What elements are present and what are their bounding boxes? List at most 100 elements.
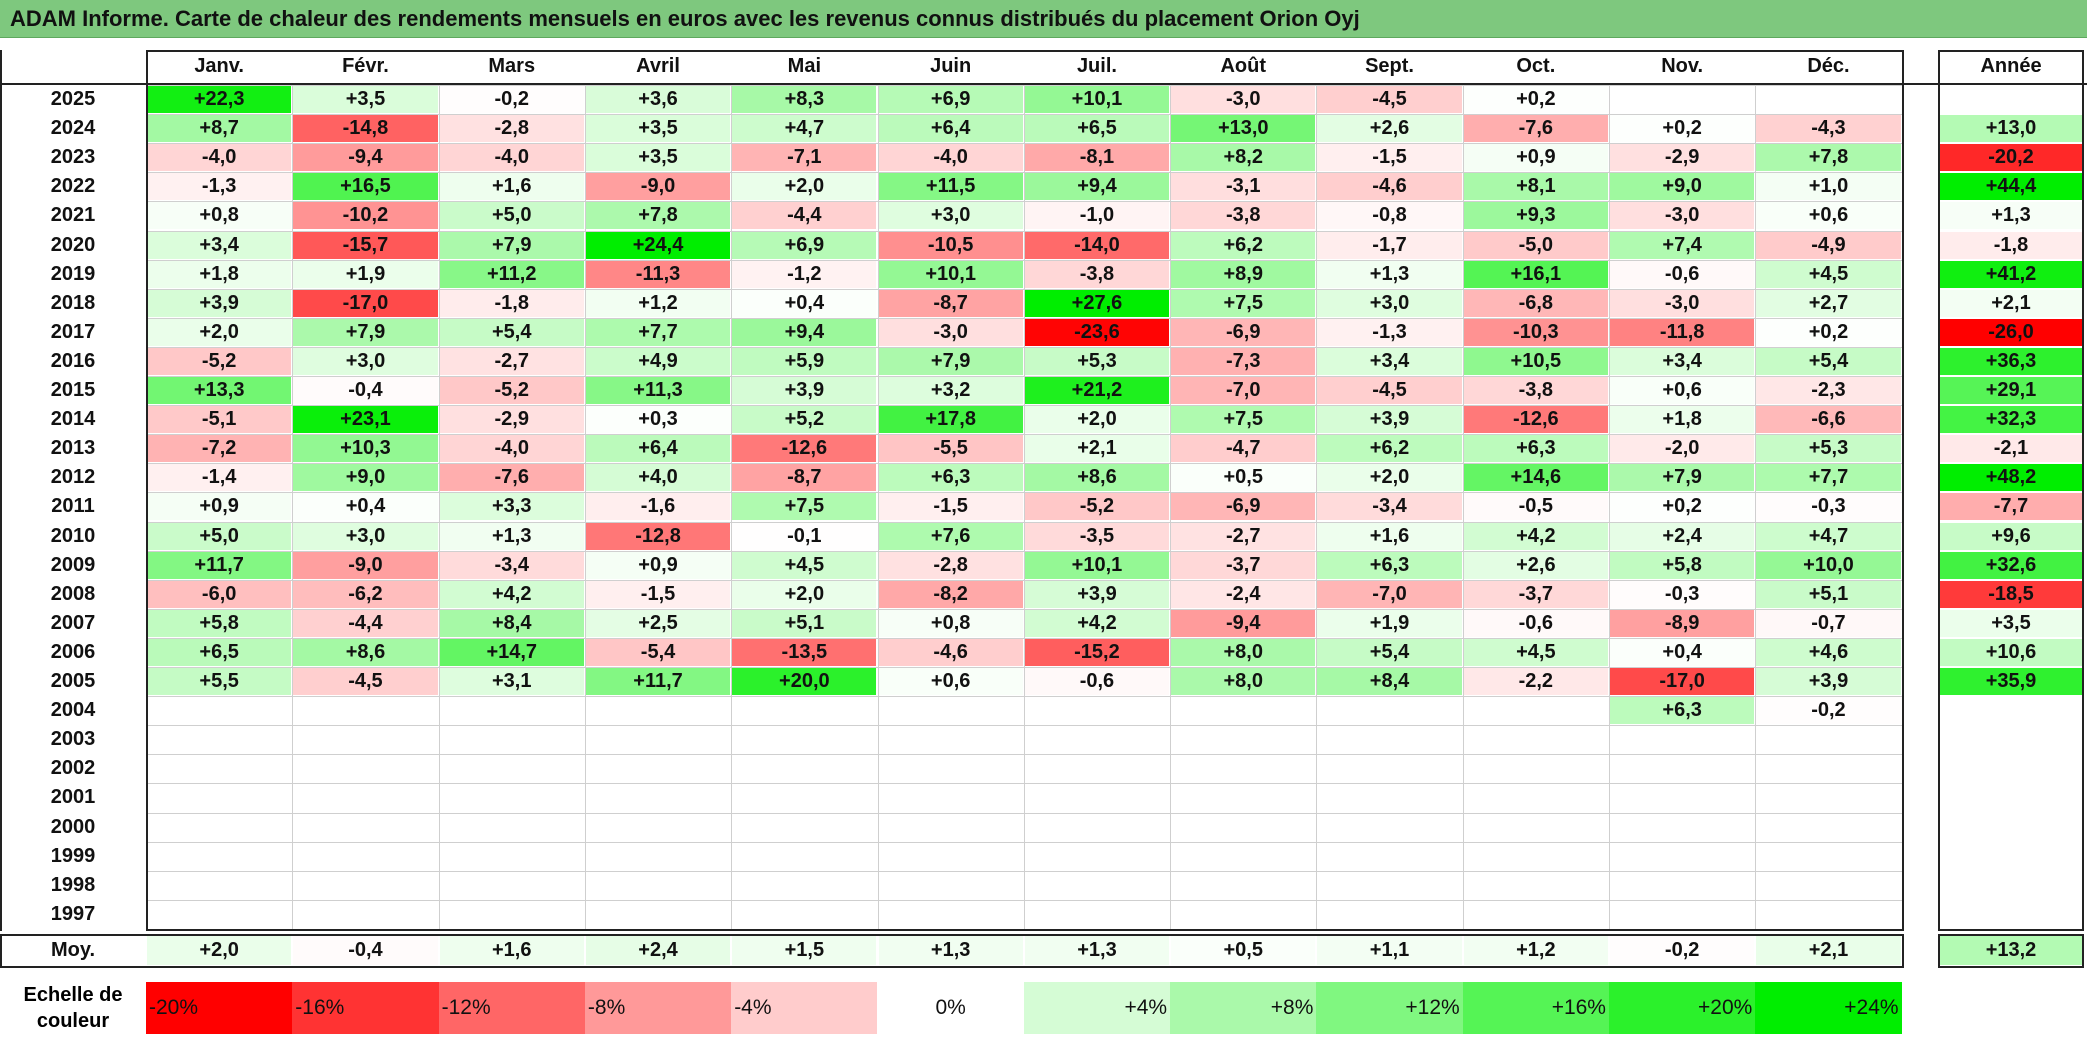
heatmap-cell: +3,2 [878,377,1023,405]
heatmap-cell: -4,6 [1317,173,1462,201]
heatmap-cell: -7,6 [1463,115,1608,143]
month-header: Nov. [1661,55,1704,77]
heatmap-cell: +5,5 [147,668,292,696]
heatmap-cell [1024,900,1170,928]
heatmap-cell [878,842,1023,870]
annual-cell: +1,3 [1939,202,2083,230]
heatmap-cell [1756,871,1901,899]
annual-cell: -1,8 [1939,231,2083,259]
heatmap-cell: -4,0 [878,144,1023,172]
heatmap-cell: +3,1 [439,668,584,696]
heatmap-cell [1024,697,1170,725]
heatmap-cell [1756,813,1901,841]
heatmap-cell: -2,9 [1610,144,1755,172]
month-header: Janv. [194,55,244,77]
heatmap-cell [585,842,731,870]
heatmap-cell: +3,0 [293,522,438,550]
heatmap-cell: +0,5 [1171,464,1316,492]
heatmap-cell: +1,6 [1317,522,1462,550]
heatmap-cell: -7,1 [732,144,877,172]
heatmap-cell: -7,3 [1171,347,1316,375]
heatmap-cell: +11,7 [147,551,292,579]
heatmap-cell [1610,726,1755,754]
year-label: 2000 [50,815,96,838]
heatmap-cell: -11,3 [585,260,731,288]
heatmap-cell: +6,5 [147,638,292,666]
heatmap-cell: -12,6 [732,435,877,463]
heatmap-cell: +0,2 [1463,86,1608,114]
average-cell: +2,1 [1756,935,1901,965]
heatmap-cell [1756,784,1901,812]
heatmap-cell [439,900,584,928]
heatmap-cell: +3,5 [585,144,731,172]
annual-cell [1939,726,2083,754]
heatmap-cell: -4,0 [439,144,584,172]
color-scale-step: +12% [1316,982,1463,1034]
heatmap-cell: -5,4 [585,638,731,666]
annual-cell: -20,2 [1939,144,2083,172]
heatmap-cell: +7,8 [585,202,731,230]
heatmap-cell: -3,4 [439,551,584,579]
heatmap-cell: +0,2 [1610,493,1755,521]
annual-cell: +29,1 [1939,377,2083,405]
heatmap-cell: -4,4 [732,202,877,230]
heatmap-cell [732,697,877,725]
heatmap-cell: +8,6 [293,638,438,666]
heatmap-cell: +0,2 [1756,318,1901,346]
heatmap-cell [147,813,292,841]
annual-cell: +32,3 [1939,406,2083,434]
heatmap-cell [1610,755,1755,783]
heatmap-cell: +0,4 [293,493,438,521]
heatmap-cell: -3,0 [878,318,1023,346]
heatmap-cell: +7,5 [1171,289,1316,317]
color-scale-step: -8% [584,982,732,1034]
annual-cell [1939,86,2083,114]
heatmap-cell: +5,0 [147,522,292,550]
heatmap-cell: -3,0 [1171,86,1316,114]
year-label: 2022 [50,175,96,198]
heatmap-cell: -1,3 [1317,318,1462,346]
annual-cell: +44,4 [1939,173,2083,201]
heatmap-cell: +6,2 [1317,435,1462,463]
heatmap-cell [1610,871,1755,899]
heatmap-cell [147,697,292,725]
heatmap-cell [878,726,1023,754]
heatmap-cell [147,900,292,928]
heatmap-cell: -9,4 [1171,609,1316,637]
heatmap-cell: +4,7 [1756,522,1901,550]
heatmap-cell: -5,0 [1463,231,1608,259]
heatmap-cell: +2,0 [1317,464,1462,492]
heatmap-cell [439,871,584,899]
heatmap-cell: +1,8 [1610,406,1755,434]
heatmap-cell: +2,1 [1024,435,1170,463]
heatmap-cell: -3,1 [1171,173,1316,201]
heatmap-cell [1171,755,1316,783]
average-cell: +2,0 [147,935,292,965]
heatmap-cell: +8,4 [1317,668,1462,696]
heatmap-cell [1171,784,1316,812]
heatmap-cell: -12,8 [585,522,731,550]
average-cell: -0,2 [1610,935,1755,965]
month-header: Févr. [342,55,389,77]
heatmap-cell: -17,0 [1610,668,1755,696]
heatmap-cell [147,842,292,870]
heatmap-cell [293,813,438,841]
average-cell: +1,6 [439,935,584,965]
average-annual-cell: +13,2 [1939,935,2083,965]
heatmap-cell [585,900,731,928]
heatmap-cell: -7,2 [147,435,292,463]
heatmap-cell [732,842,877,870]
year-label: 2013 [50,437,96,460]
heatmap-cell: +4,2 [439,580,584,608]
heatmap-cell: +11,3 [585,377,731,405]
heatmap-cell: -1,8 [439,289,584,317]
heatmap-cell [439,842,584,870]
year-label: 1999 [50,844,96,867]
heatmap-cell: -2,8 [439,115,584,143]
heatmap-cell: +4,6 [1756,638,1901,666]
annual-cell [1939,755,2083,783]
heatmap-cell [147,871,292,899]
heatmap-cell: -0,2 [439,86,584,114]
heatmap-cell: -9,4 [293,144,438,172]
year-label: 1997 [50,902,96,925]
